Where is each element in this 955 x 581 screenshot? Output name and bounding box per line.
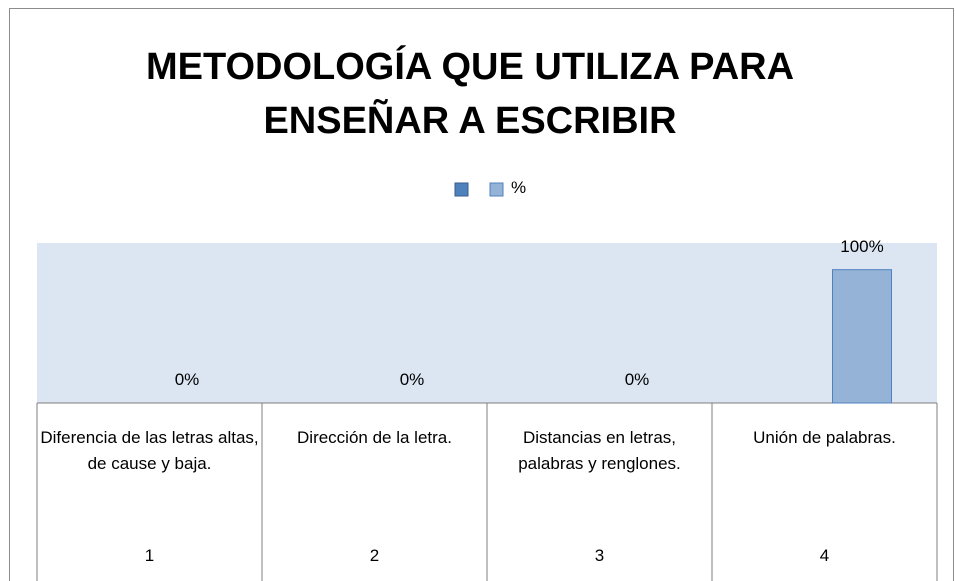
x-tick-code: 1 [144, 546, 155, 565]
legend-swatch [454, 182, 469, 197]
x-tick-code: 3 [594, 546, 605, 565]
plot-area [37, 243, 937, 403]
data-label: 0% [624, 370, 650, 389]
bar [832, 269, 892, 404]
legend-swatch [489, 182, 504, 197]
x-tick-label: Distancias en letras, palabras y renglon… [518, 428, 681, 473]
x-tick-label: Dirección de la letra. [297, 428, 452, 447]
chart-border [9, 8, 954, 581]
x-tick-code: 4 [819, 546, 830, 565]
data-label: 0% [399, 370, 425, 389]
data-label: 0% [174, 370, 200, 389]
data-label: 100% [840, 236, 884, 256]
x-tick-label: Diferencia de las letras altas, de cause… [40, 428, 259, 473]
legend-label: % [511, 178, 527, 197]
chart-title: METODOLOGÍA QUE UTILIZA PARA ENSEÑAR A E… [145, 46, 795, 142]
x-tick-label: Unión de palabras. [753, 428, 896, 447]
x-tick-code: 2 [369, 546, 380, 565]
